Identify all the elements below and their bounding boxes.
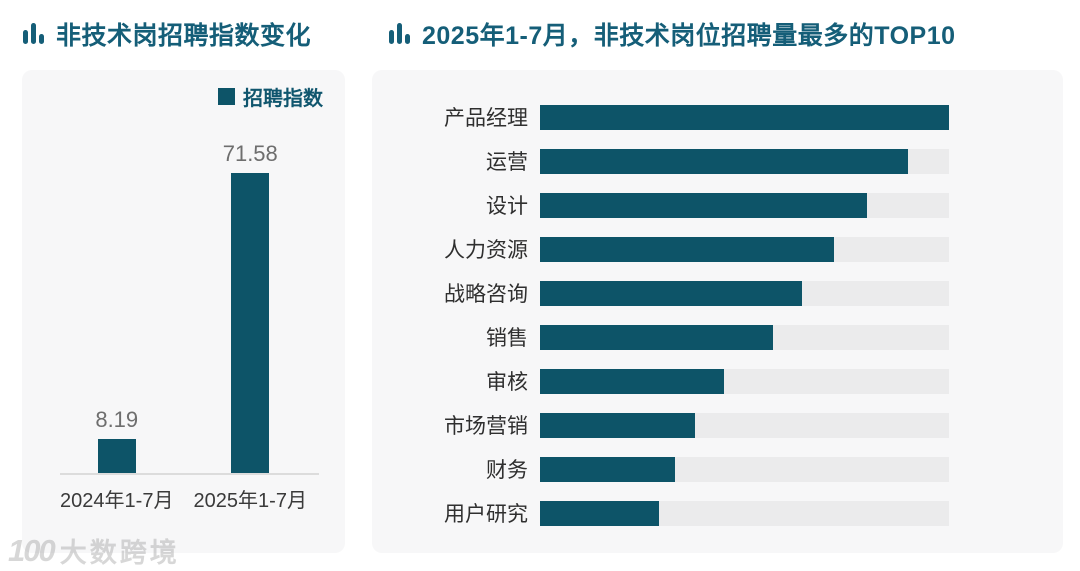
- table-row: 用户研究: [372, 491, 1063, 535]
- bar-chart-icon: [389, 23, 410, 44]
- bar-track: [540, 500, 949, 526]
- bar-track: [540, 104, 949, 130]
- top10-positions-chart-card: 产品经理运营设计人力资源战略咨询销售审核市场营销财务用户研究: [372, 70, 1063, 553]
- table-row: 设计: [372, 183, 1063, 227]
- x-axis-labels: 2024年1-7月 2025年1-7月: [50, 484, 317, 513]
- bar: [540, 368, 725, 394]
- left-chart-title-text: 非技术岗招聘指数变化: [56, 22, 312, 50]
- category-label: 用户研究: [444, 503, 528, 526]
- category-label: 市场营销: [444, 415, 528, 438]
- category-label: 运营: [486, 151, 528, 174]
- table-row: 审核: [372, 359, 1063, 403]
- bar-track: [540, 368, 949, 394]
- vertical-bar-plot: 8.19 71.58: [50, 141, 318, 473]
- table-row: 人力资源: [372, 227, 1063, 271]
- bar-column: 71.58: [184, 141, 318, 473]
- bar: [540, 500, 659, 526]
- bar-track: [540, 236, 949, 262]
- bar-chart-icon: [23, 23, 44, 44]
- table-row: 市场营销: [372, 403, 1063, 447]
- category-label: 战略咨询: [444, 283, 528, 306]
- bar: [540, 236, 835, 262]
- category-label: 设计: [486, 195, 528, 218]
- category-label: 销售: [486, 327, 528, 350]
- bar-track: [540, 324, 949, 350]
- table-row: 战略咨询: [372, 271, 1063, 315]
- bar: 8.19: [95, 407, 138, 473]
- left-chart-title: 非技术岗招聘指数变化: [22, 16, 311, 52]
- bar-value-label: 8.19: [95, 407, 139, 432]
- bar: [540, 412, 696, 438]
- bar-value-label: 71.58: [222, 141, 278, 166]
- legend-swatch: [218, 88, 235, 105]
- category-label: 产品经理: [444, 107, 528, 130]
- table-row: 财务: [372, 447, 1063, 491]
- bar: [540, 456, 675, 482]
- bar: [540, 324, 774, 350]
- table-row: 销售: [372, 315, 1063, 359]
- recruitment-index-chart-card: 招聘指数 8.19 71.58 2024年1-7月 2025年1-7月: [22, 70, 345, 553]
- right-chart-title-text: 2025年1-7月，非技术岗位招聘量最多的TOP10: [422, 22, 956, 50]
- x-axis-line: [60, 473, 319, 475]
- bar-track: [540, 456, 949, 482]
- x-axis-label: 2024年1-7月: [60, 490, 174, 512]
- category-label: 人力资源: [444, 239, 528, 262]
- table-row: 运营: [372, 139, 1063, 183]
- category-label: 审核: [486, 371, 528, 394]
- legend-label: 招聘指数: [243, 88, 323, 110]
- bar-column: 8.19: [50, 173, 184, 473]
- x-axis-label: 2025年1-7月: [193, 490, 307, 512]
- bar-track: [540, 148, 949, 174]
- bar: 71.58: [223, 141, 278, 473]
- bar: [540, 280, 802, 306]
- bar-track: [540, 280, 949, 306]
- right-chart-title: 2025年1-7月，非技术岗位招聘量最多的TOP10: [388, 16, 956, 52]
- category-label: 财务: [486, 459, 528, 482]
- bar: [540, 148, 909, 174]
- bar: [540, 192, 868, 218]
- bar: [540, 104, 949, 130]
- bar-track: [540, 412, 949, 438]
- chart-legend: 招聘指数: [218, 82, 323, 111]
- bar-track: [540, 192, 949, 218]
- table-row: 产品经理: [372, 95, 1063, 139]
- horizontal-bar-rows: 产品经理运营设计人力资源战略咨询销售审核市场营销财务用户研究: [372, 95, 1063, 535]
